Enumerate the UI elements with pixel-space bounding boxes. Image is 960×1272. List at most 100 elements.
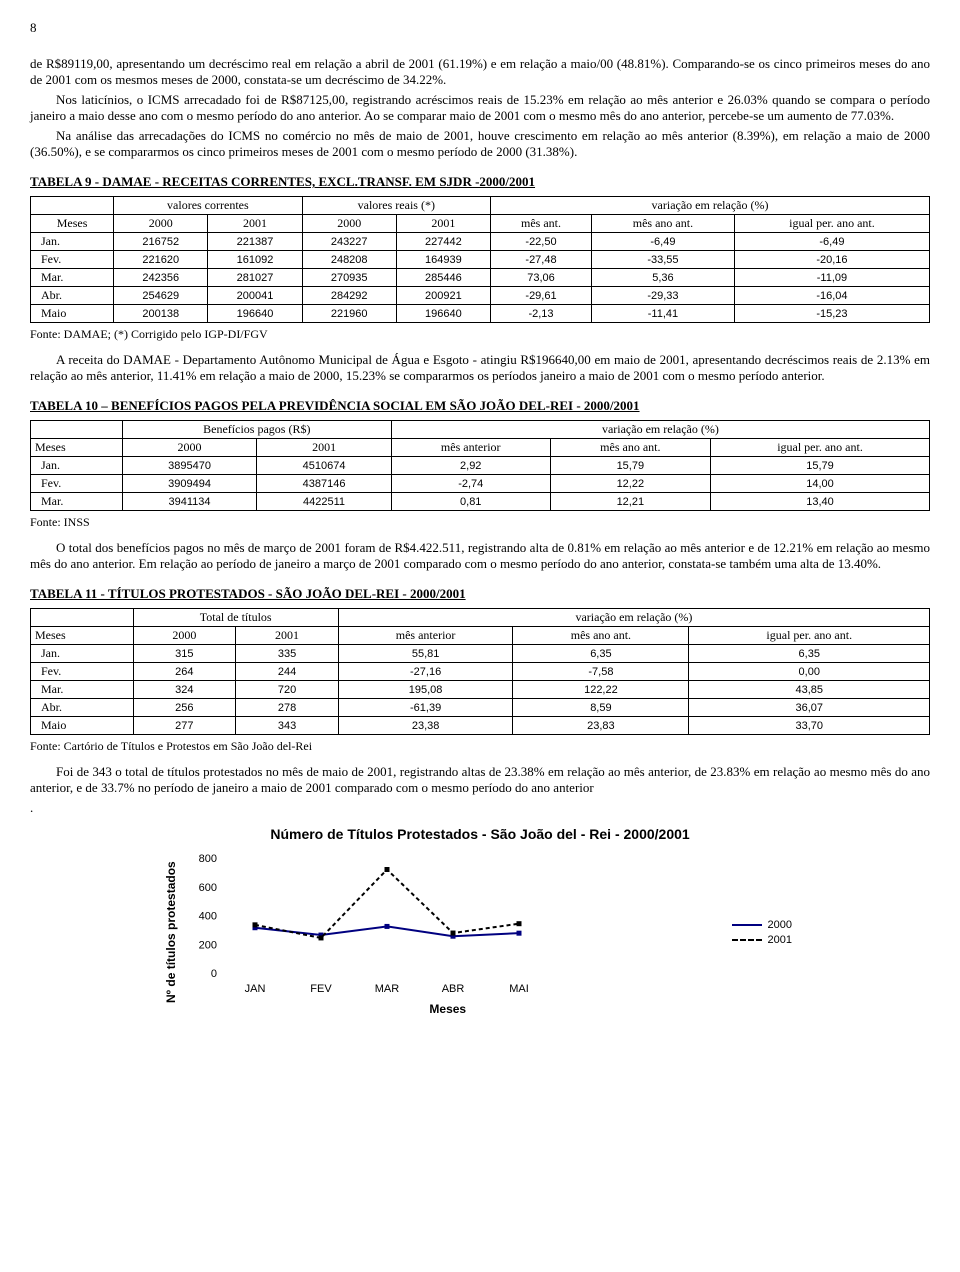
table-cell: 324 <box>133 681 236 699</box>
table-cell: 315 <box>133 645 236 663</box>
chart-legend: 20002001 <box>724 912 800 953</box>
table-cell: 248208 <box>302 251 396 269</box>
table-cell: 164939 <box>396 251 490 269</box>
table-cell: 4510674 <box>257 457 392 475</box>
table-cell: 221387 <box>208 233 302 251</box>
table11: Total de títulos variação em relação (%)… <box>30 608 930 735</box>
chart-y-label: Nº de títulos protestados <box>160 848 182 1016</box>
table-cell: 5,36 <box>592 269 735 287</box>
table-cell: -22,50 <box>491 233 592 251</box>
chart-x-label: Meses <box>182 1002 714 1016</box>
table11-title: TABELA 11 - TÍTULOS PROTESTADOS - SÃO JO… <box>30 586 930 602</box>
table-cell: 161092 <box>208 251 302 269</box>
table-cell: -11,09 <box>734 269 929 287</box>
table-cell: 36,07 <box>689 699 930 717</box>
table-cell: 33,70 <box>689 717 930 735</box>
table-cell: 2,92 <box>391 457 550 475</box>
table-cell: -29,61 <box>491 287 592 305</box>
paragraph-4: A receita do DAMAE - Departamento Autôno… <box>30 352 930 384</box>
table-cell: 200041 <box>208 287 302 305</box>
table9: valores correntes valores reais (*) vari… <box>30 196 930 323</box>
table-cell: 12,21 <box>550 493 710 511</box>
svg-text:JAN: JAN <box>245 983 266 995</box>
table-cell: -15,23 <box>734 305 929 323</box>
svg-text:600: 600 <box>199 882 217 894</box>
table-cell: Jan. <box>31 457 123 475</box>
table-cell: -2,13 <box>491 305 592 323</box>
table-cell: Mar. <box>31 493 123 511</box>
table-cell: 281027 <box>208 269 302 287</box>
table-cell: 278 <box>236 699 339 717</box>
dot: . <box>30 800 930 816</box>
table-cell: 285446 <box>396 269 490 287</box>
table-cell: -27,16 <box>338 663 512 681</box>
table-cell: 3941134 <box>122 493 257 511</box>
table-cell: 227442 <box>396 233 490 251</box>
table-cell: -61,39 <box>338 699 512 717</box>
table-cell: 3909494 <box>122 475 257 493</box>
table-cell: 200921 <box>396 287 490 305</box>
table-cell: -11,41 <box>592 305 735 323</box>
table-cell: Maio <box>31 717 134 735</box>
table10-title: TABELA 10 – BENEFÍCIOS PAGOS PELA PREVID… <box>30 398 930 414</box>
svg-text:ABR: ABR <box>442 983 465 995</box>
table-cell: 23,83 <box>513 717 689 735</box>
table-cell: -20,16 <box>734 251 929 269</box>
chart-title: Número de Títulos Protestados - São João… <box>160 826 800 842</box>
table-cell: Fev. <box>31 663 134 681</box>
table-cell: 55,81 <box>338 645 512 663</box>
table-cell: 256 <box>133 699 236 717</box>
table-cell: -2,74 <box>391 475 550 493</box>
table-cell: 0,81 <box>391 493 550 511</box>
table-cell: -7,58 <box>513 663 689 681</box>
table-cell: Maio <box>31 305 114 323</box>
table-cell: Jan. <box>31 645 134 663</box>
table-cell: Abr. <box>31 699 134 717</box>
table-cell: 196640 <box>208 305 302 323</box>
chart-container: Número de Títulos Protestados - São João… <box>160 826 800 1016</box>
table-cell: 343 <box>236 717 339 735</box>
table-cell: 3895470 <box>122 457 257 475</box>
table-cell: 12,22 <box>550 475 710 493</box>
table-cell: 196640 <box>396 305 490 323</box>
table-cell: 6,35 <box>513 645 689 663</box>
table-cell: 221620 <box>114 251 208 269</box>
table-cell: -6,49 <box>592 233 735 251</box>
table-cell: 270935 <box>302 269 396 287</box>
table-cell: Jan. <box>31 233 114 251</box>
table-cell: 243227 <box>302 233 396 251</box>
table-cell: Abr. <box>31 287 114 305</box>
table-cell: 720 <box>236 681 339 699</box>
table-cell: 15,79 <box>711 457 930 475</box>
table-cell: Mar. <box>31 269 114 287</box>
svg-text:0: 0 <box>211 968 217 980</box>
table-cell: -27,48 <box>491 251 592 269</box>
table-cell: -6,49 <box>734 233 929 251</box>
table-cell: 284292 <box>302 287 396 305</box>
table9-title: TABELA 9 - DAMAE - RECEITAS CORRENTES, E… <box>30 174 930 190</box>
paragraph-6: Foi de 343 o total de títulos protestado… <box>30 764 930 796</box>
table-cell: 221960 <box>302 305 396 323</box>
table-cell: 277 <box>133 717 236 735</box>
table-cell: Fev. <box>31 475 123 493</box>
table-cell: 13,40 <box>711 493 930 511</box>
table-cell: 6,35 <box>689 645 930 663</box>
table-cell: 254629 <box>114 287 208 305</box>
chart-plot: 0200400600800JANFEVMARABRMAI <box>182 848 562 998</box>
table-cell: -33,55 <box>592 251 735 269</box>
table-cell: 200138 <box>114 305 208 323</box>
table11-source: Fonte: Cartório de Títulos e Protestos e… <box>30 739 930 754</box>
table10-source: Fonte: INSS <box>30 515 930 530</box>
svg-text:MAI: MAI <box>509 983 529 995</box>
table-cell: Mar. <box>31 681 134 699</box>
paragraph-2: Nos laticínios, o ICMS arrecadado foi de… <box>30 92 930 124</box>
paragraph-1: de R$89119,00, apresentando um decréscim… <box>30 56 930 88</box>
table-cell: 0,00 <box>689 663 930 681</box>
paragraph-5: O total dos benefícios pagos no mês de m… <box>30 540 930 572</box>
table-cell: 244 <box>236 663 339 681</box>
legend-item: 2000 <box>732 919 792 931</box>
svg-text:FEV: FEV <box>310 983 332 995</box>
table-cell: 15,79 <box>550 457 710 475</box>
table-cell: 4387146 <box>257 475 392 493</box>
table-cell: Fev. <box>31 251 114 269</box>
